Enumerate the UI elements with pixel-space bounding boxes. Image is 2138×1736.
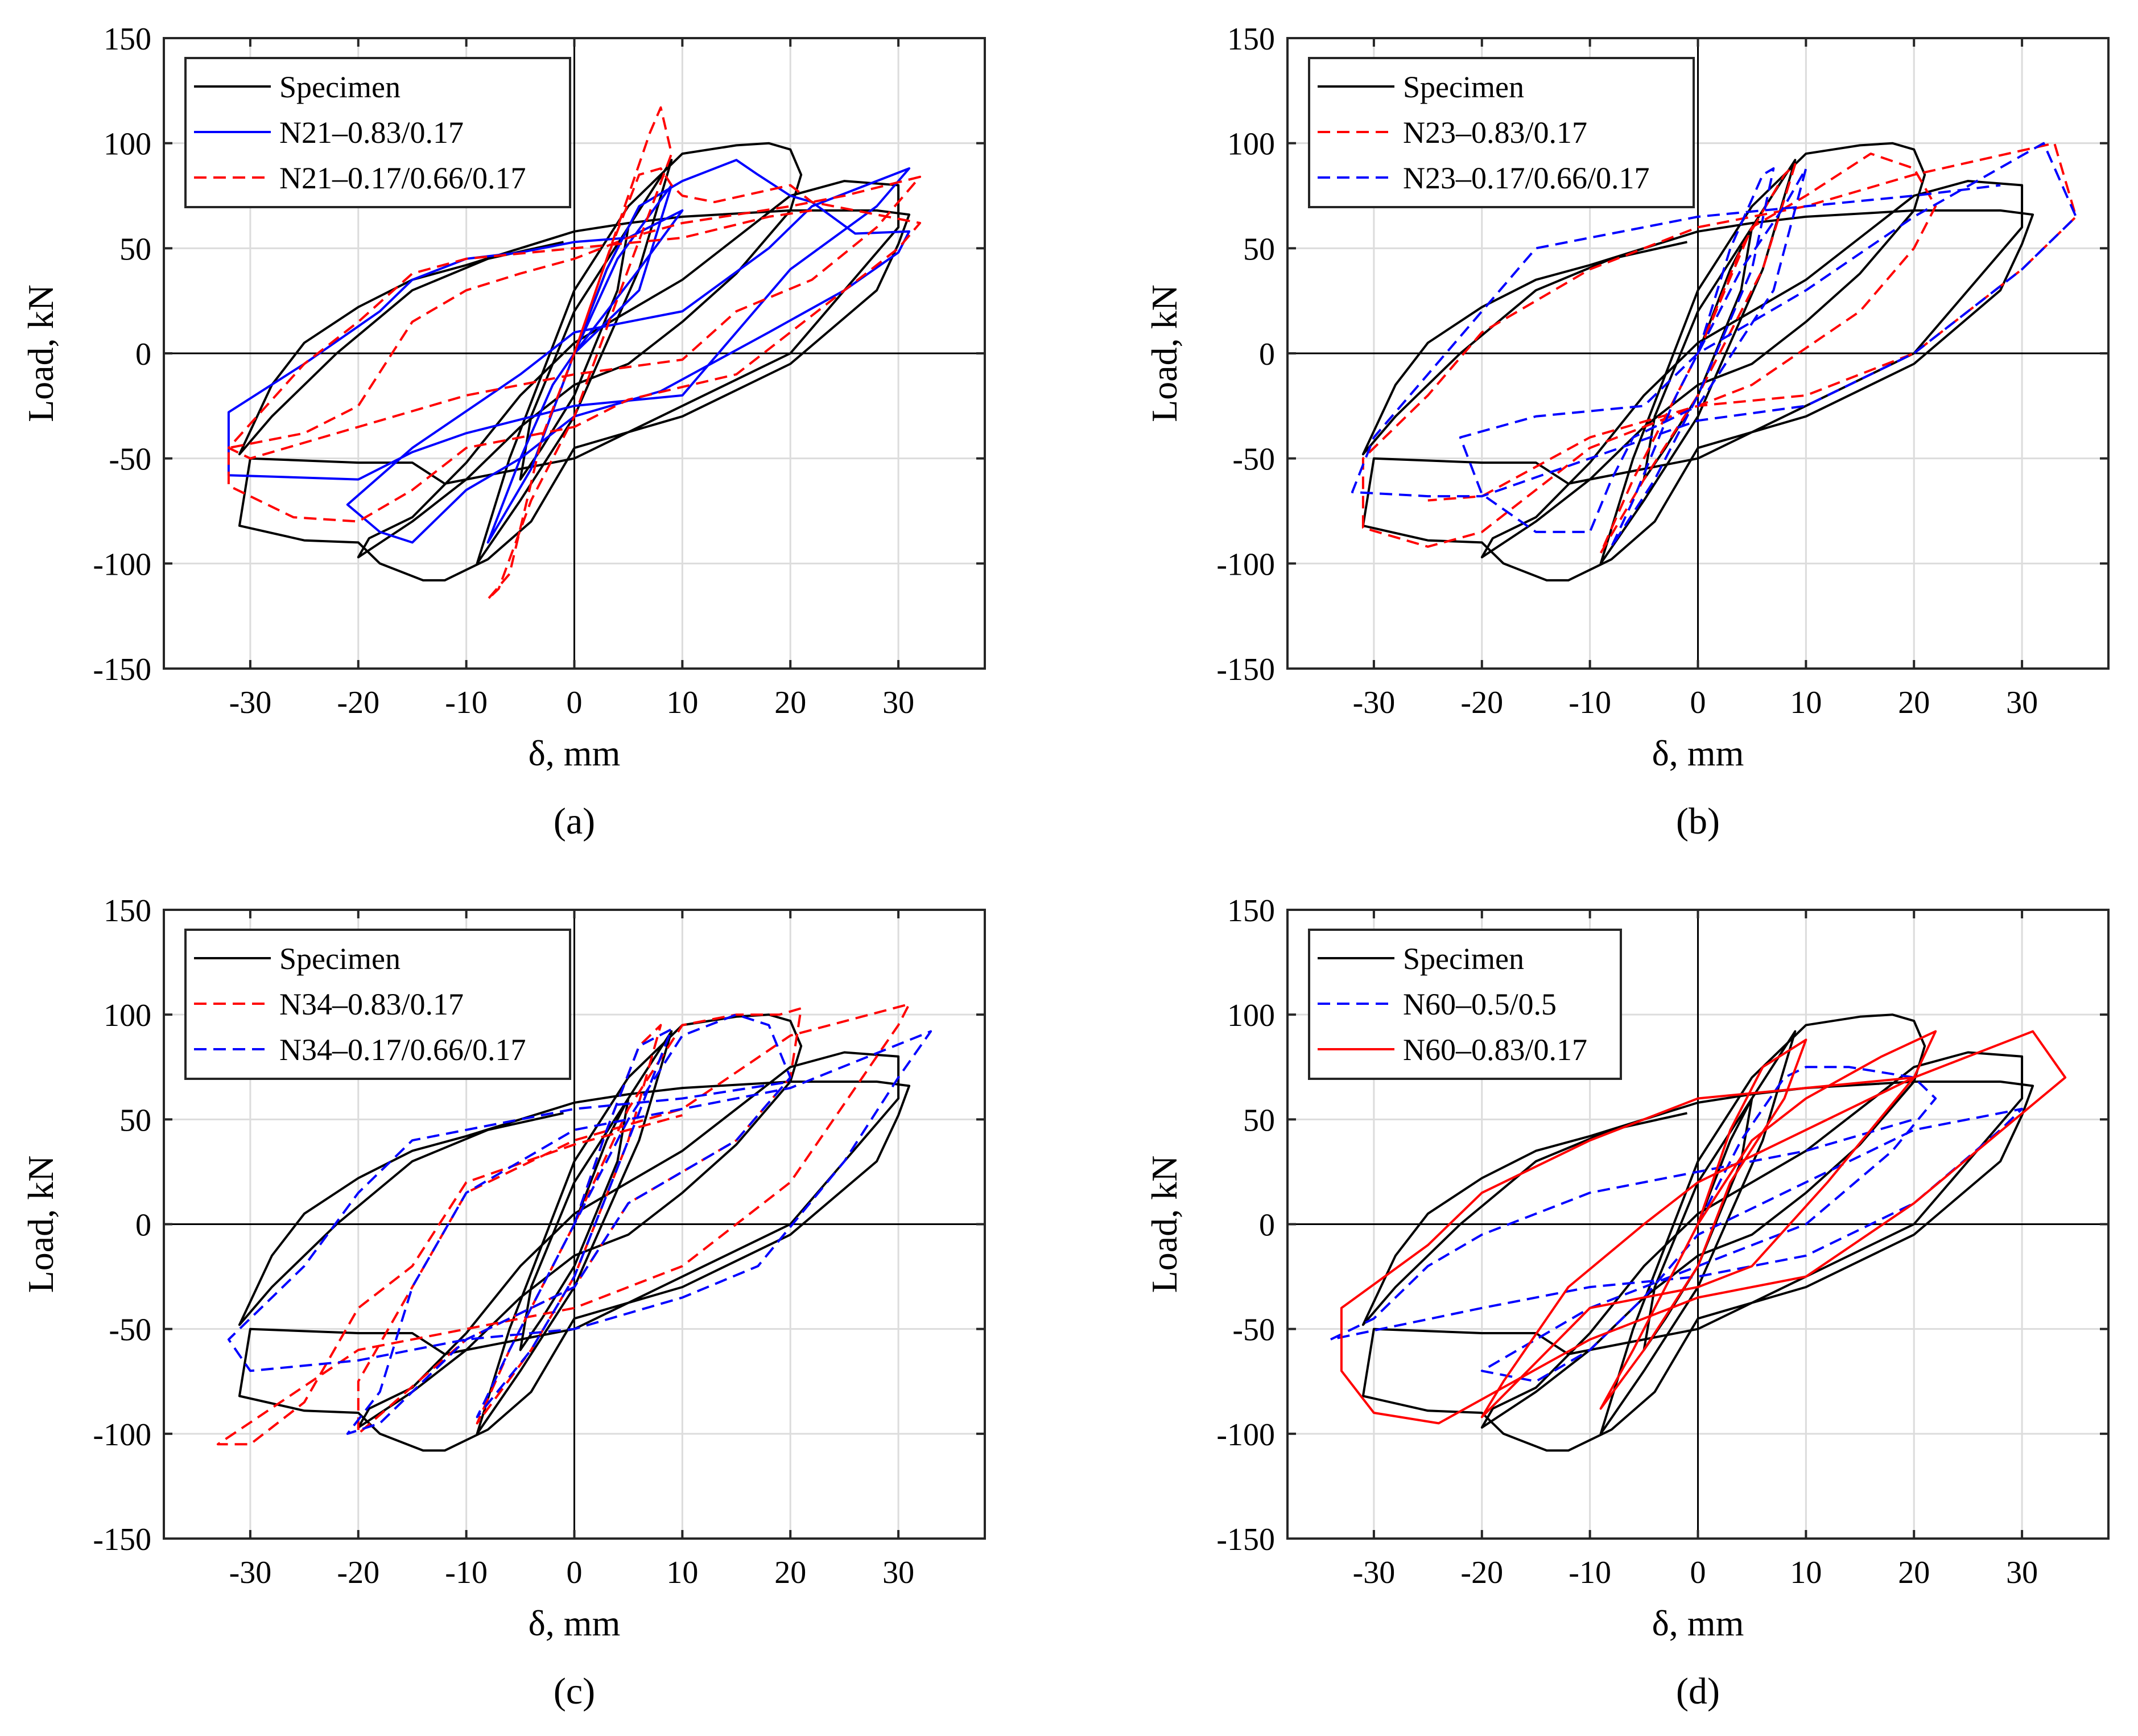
y-tick-label: 150 (1227, 22, 1275, 57)
y-tick-label: -150 (93, 652, 151, 687)
legend-entry-label: Specimen (1403, 942, 1524, 976)
series-line-model-1 (216, 1003, 911, 1446)
x-tick-label: 20 (1898, 1555, 1930, 1590)
x-tick-label: 30 (882, 685, 914, 720)
series-line-model-2 (227, 106, 922, 601)
panel-label: (d) (1676, 1671, 1720, 1712)
x-axis-label: δ, mm (529, 1603, 621, 1643)
x-tick-label: 20 (774, 685, 806, 720)
y-tick-label: -50 (1232, 442, 1275, 477)
x-tick-label: 0 (1690, 685, 1706, 720)
x-tick-label: 30 (882, 1555, 914, 1590)
y-tick-label: 100 (104, 998, 151, 1033)
x-tick-label: -30 (229, 685, 272, 720)
y-tick-label: 100 (1227, 127, 1275, 162)
x-tick-label: -30 (1353, 685, 1396, 720)
y-tick-label: -100 (93, 1417, 151, 1453)
y-tick-label: 150 (1227, 893, 1275, 929)
x-axis-label: δ, mm (1652, 1603, 1744, 1643)
y-tick-label: 0 (135, 337, 151, 372)
x-tick-label: 20 (1898, 685, 1930, 720)
y-tick-label: -100 (1216, 1417, 1275, 1453)
y-tick-label: -150 (1216, 652, 1275, 687)
x-tick-label: -10 (445, 685, 488, 720)
x-tick-label: -20 (337, 1555, 379, 1590)
x-tick-label: 0 (567, 1555, 583, 1590)
y-axis-label: Load, kN (1144, 284, 1184, 422)
y-tick-label: -50 (109, 1313, 151, 1348)
panel-label: (b) (1676, 801, 1720, 842)
y-tick-label: 150 (104, 893, 151, 929)
x-tick-label: -20 (1460, 1555, 1503, 1590)
legend-entry-label: N23–0.83/0.17 (1403, 116, 1587, 150)
y-tick-label: -150 (93, 1522, 151, 1557)
series-line-model-2 (1351, 142, 2077, 548)
y-axis-label: Load, kN (1144, 1156, 1184, 1293)
y-tick-label: -150 (1216, 1522, 1275, 1557)
legend-entry-label: N23–0.17/0.66/0.17 (1403, 161, 1650, 195)
legend-entry-label: N60–0.5/0.5 (1403, 987, 1557, 1021)
x-tick-label: -10 (1569, 685, 1611, 720)
y-tick-label: 50 (1243, 232, 1275, 267)
x-tick-label: -20 (337, 685, 379, 720)
legend-entry-label: Specimen (1403, 70, 1524, 104)
x-tick-label: 20 (774, 1555, 806, 1590)
x-tick-label: -30 (229, 1555, 272, 1590)
y-tick-label: -50 (1232, 1313, 1275, 1348)
y-tick-label: 50 (119, 1103, 151, 1138)
series-line-model-1 (1329, 1066, 2024, 1383)
y-tick-label: 50 (1243, 1103, 1275, 1138)
x-tick-label: -10 (445, 1555, 488, 1590)
legend-entry-label: Specimen (279, 942, 401, 976)
x-tick-label: 10 (666, 1555, 698, 1590)
y-tick-label: 150 (104, 22, 151, 57)
y-tick-label: 0 (1259, 1208, 1275, 1243)
y-tick-label: 100 (1227, 998, 1275, 1033)
y-tick-label: 0 (135, 1208, 151, 1243)
legend-box (1308, 929, 1622, 1080)
y-axis-label: Load, kN (20, 284, 61, 422)
series-line-model-2 (1340, 1030, 2067, 1425)
panel-label: (a) (554, 801, 595, 842)
y-tick-label: 0 (1259, 337, 1275, 372)
legend-entry-label: N21–0.83/0.17 (279, 116, 464, 150)
x-tick-label: 10 (1790, 685, 1822, 720)
legend-entry-label: N21–0.17/0.66/0.17 (279, 161, 526, 195)
x-tick-label: 0 (567, 685, 583, 720)
x-tick-label: -20 (1460, 685, 1503, 720)
x-axis-label: δ, mm (1652, 733, 1744, 773)
legend: Specimen N23–0.83/0.17 N23–0.17/0.66/0.17 (1308, 57, 1695, 208)
x-tick-label: 30 (2006, 1555, 2038, 1590)
x-tick-label: 0 (1690, 1555, 1706, 1590)
legend: Specimen N60–0.5/0.5 N60–0.83/0.17 (1308, 929, 1622, 1080)
legend-entry-label: N34–0.83/0.17 (279, 987, 464, 1021)
x-tick-label: -10 (1569, 1555, 1611, 1590)
y-tick-label: -100 (93, 547, 151, 582)
y-tick-label: -100 (1216, 547, 1275, 582)
y-tick-label: 100 (104, 127, 151, 162)
legend-entry-label: N60–0.83/0.17 (1403, 1033, 1587, 1067)
x-tick-label: -30 (1353, 1555, 1396, 1590)
legend: Specimen N21–0.83/0.17 N21–0.17/0.66/0.17 (184, 57, 571, 208)
series-line-specimen (238, 1013, 911, 1452)
legend-entry-label: N34–0.17/0.66/0.17 (279, 1033, 526, 1067)
x-tick-label: 10 (666, 685, 698, 720)
y-tick-label: -50 (109, 442, 151, 477)
series-line-model-2 (227, 1013, 932, 1435)
y-tick-label: 50 (119, 232, 151, 267)
legend-entry-label: Specimen (279, 70, 401, 104)
y-axis-label: Load, kN (20, 1156, 61, 1293)
x-tick-label: 30 (2006, 685, 2038, 720)
legend-box (184, 929, 571, 1080)
x-axis-label: δ, mm (529, 733, 621, 773)
panel-label: (c) (554, 1671, 595, 1712)
legend-box (1308, 57, 1695, 208)
x-tick-label: 10 (1790, 1555, 1822, 1590)
legend: Specimen N34–0.83/0.17 N34–0.17/0.66/0.17 (184, 929, 571, 1080)
